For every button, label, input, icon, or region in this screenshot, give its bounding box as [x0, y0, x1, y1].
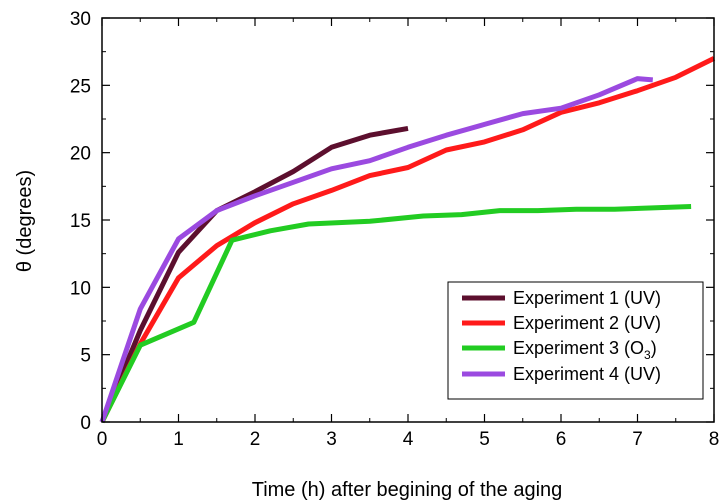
- legend-box: [447, 281, 704, 400]
- y-tick-label: 0: [80, 413, 91, 434]
- x-tick-label: 4: [403, 429, 414, 450]
- series-line-experiment-2: [99, 56, 716, 424]
- y-tick-label: 30: [70, 9, 91, 30]
- series-line-experiment-4: [99, 76, 654, 423]
- axis-ticks: [101, 17, 715, 423]
- series-line-experiment-3: [99, 204, 692, 424]
- x-tick-label: 1: [173, 429, 184, 450]
- y-tick-label: 10: [70, 278, 91, 299]
- x-tick-label: 7: [632, 429, 643, 450]
- x-tick-label: 3: [326, 429, 337, 450]
- x-tick-label: 6: [556, 429, 567, 450]
- x-axis-label: Time (h) after begining of the aging: [252, 479, 563, 501]
- legend-label-experiment-1: Experiment 1 (UV): [513, 288, 661, 308]
- x-tick-label: 2: [250, 429, 261, 450]
- legend-label-experiment-3: Experiment 3 (O3): [513, 338, 657, 362]
- legend-label-experiment-4: Experiment 4 (UV): [513, 364, 661, 384]
- x-tick-label: 8: [709, 429, 720, 450]
- x-tick-label: 0: [97, 429, 108, 450]
- y-axis-label: θ (degrees): [14, 170, 36, 272]
- axis-tick-labels: 0 1 2 3 4 5 6 7 8 0 5 10 15 20 25 30: [70, 9, 719, 450]
- legend: Experiment 1 (UV) Experiment 2 (UV) Experi…: [447, 281, 704, 400]
- y-tick-label: 15: [70, 211, 91, 232]
- plot-lines: [99, 56, 716, 424]
- y-tick-label: 5: [80, 346, 91, 367]
- y-tick-label: 25: [70, 76, 91, 97]
- y-tick-label: 20: [70, 144, 91, 165]
- series-line-experiment-1: [99, 125, 409, 423]
- x-tick-label: 5: [479, 429, 490, 450]
- legend-label-experiment-2: Experiment 2 (UV): [513, 313, 661, 333]
